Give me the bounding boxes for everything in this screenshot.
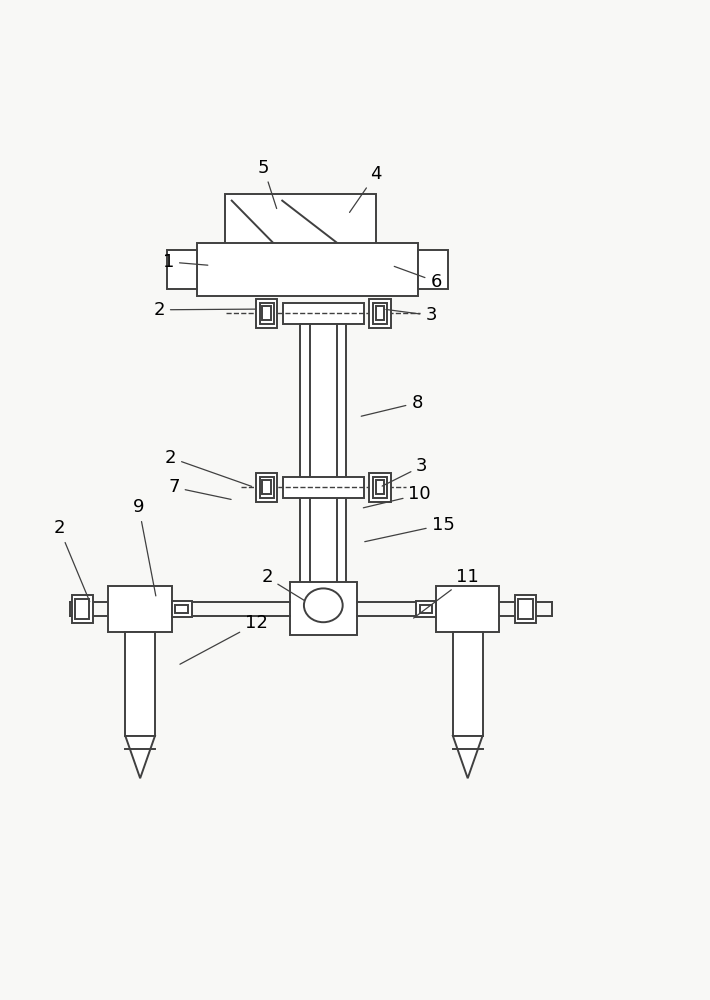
Bar [290,582,356,635]
Text: 10: 10 [364,485,431,508]
Bar [436,586,499,632]
Text: 15: 15 [365,516,454,542]
Text: 8: 8 [361,394,422,416]
Text: 12: 12 [180,614,268,664]
Bar [453,632,483,736]
Bar [175,605,188,613]
Bar [300,324,346,609]
Text: 3: 3 [382,457,427,486]
Bar [260,303,273,324]
Bar [373,303,387,324]
Bar [197,243,418,296]
Bar [256,473,277,502]
Bar [369,299,390,328]
Text: 2: 2 [53,519,89,602]
Text: 4: 4 [349,165,382,212]
Bar [72,595,93,623]
Bar [518,599,532,619]
Bar [126,632,155,736]
Bar [260,477,273,498]
Polygon shape [126,736,155,778]
Bar [376,306,384,320]
Text: 5: 5 [258,159,277,209]
Text: 2: 2 [153,301,255,319]
Text: 9: 9 [133,498,155,596]
Text: 1: 1 [163,253,208,271]
Ellipse shape [304,588,343,622]
Bar [167,250,197,289]
Text: 11: 11 [414,568,479,618]
Bar [420,605,432,613]
Bar [418,250,448,289]
Bar [376,480,384,494]
Bar [75,599,89,619]
Text: 2: 2 [261,568,305,601]
Text: 2: 2 [165,449,251,486]
Bar [369,473,390,502]
Bar [373,477,387,498]
Bar [263,306,271,320]
Bar [515,595,536,623]
Bar [283,303,364,324]
Bar [224,194,376,275]
Bar [256,299,277,328]
Text: 3: 3 [386,306,437,324]
Bar [109,586,172,632]
Bar [263,480,271,494]
Bar [416,601,436,617]
Bar [172,601,192,617]
Bar [283,477,364,498]
Polygon shape [453,736,483,778]
Text: 6: 6 [394,266,442,291]
Text: 7: 7 [168,478,231,499]
